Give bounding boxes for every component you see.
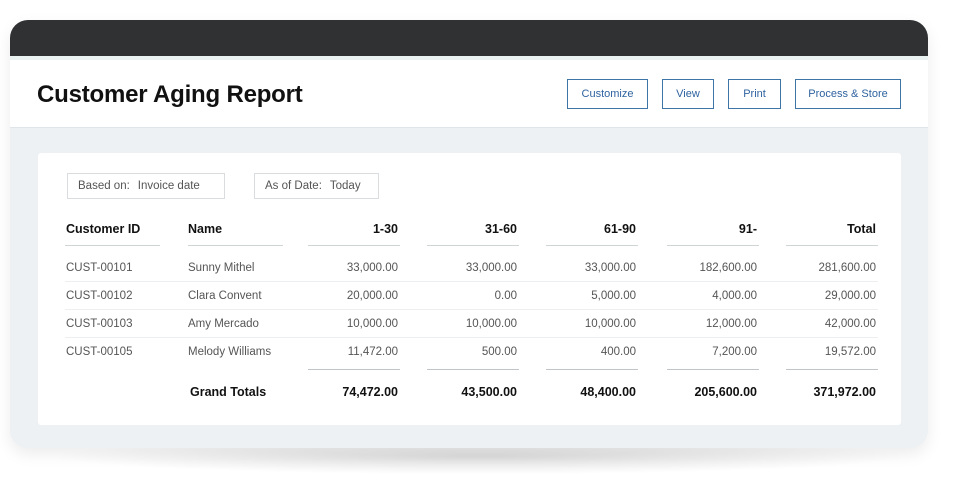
table-cell-31-60: 33,000.00 <box>465 262 517 274</box>
totals-divider <box>786 369 878 370</box>
header-underline <box>65 245 160 246</box>
as-of-date-filter[interactable]: As of Date: Today <box>254 173 379 199</box>
table-cell-customer-id: CUST-00103 <box>66 318 133 330</box>
based-on-filter[interactable]: Based on: Invoice date <box>67 173 225 199</box>
table-cell-total: 42,000.00 <box>824 318 876 330</box>
table-cell-1-30: 10,000.00 <box>346 318 398 330</box>
row-divider <box>65 337 878 338</box>
as-of-date-label: As of Date: <box>265 180 322 192</box>
table-cell-31-60: 0.00 <box>494 290 517 302</box>
table-cell-total: 281,600.00 <box>818 262 876 274</box>
table-cell-name: Amy Mercado <box>188 318 259 330</box>
totals-divider <box>667 369 759 370</box>
totals-divider <box>546 369 638 370</box>
table-cell-91-plus: 12,000.00 <box>705 318 757 330</box>
grand-totals-label: Grand Totals <box>190 385 267 399</box>
table-cell-31-60: 500.00 <box>481 346 517 358</box>
header-underline <box>546 245 638 246</box>
column-header-91-plus[interactable]: 91- <box>738 222 757 236</box>
totals-divider <box>308 369 400 370</box>
table-cell-1-30: 11,472.00 <box>347 346 398 358</box>
table-cell-91-plus: 182,600.00 <box>699 262 757 274</box>
header-underline <box>427 245 519 246</box>
table-cell-31-60: 10,000.00 <box>465 318 517 330</box>
header-underline <box>308 245 400 246</box>
table-cell-1-30: 33,000.00 <box>346 262 398 274</box>
report-header: Customer Aging Report Customize View Pri… <box>10 56 928 128</box>
table-cell-61-90: 10,000.00 <box>584 318 636 330</box>
header-underline <box>667 245 759 246</box>
table-cell-customer-id: CUST-00105 <box>66 346 133 358</box>
based-on-value: Invoice date <box>137 180 200 192</box>
window-titlebar <box>10 20 928 56</box>
column-header-name[interactable]: Name <box>188 222 223 236</box>
table-cell-customer-id: CUST-00102 <box>66 290 133 302</box>
grand-total-61-90: 48,400.00 <box>580 385 636 399</box>
column-header-1-30[interactable]: 1-30 <box>372 222 398 236</box>
table-cell-1-30: 20,000.00 <box>346 290 398 302</box>
table-cell-61-90: 5,000.00 <box>591 290 636 302</box>
table-cell-61-90: 33,000.00 <box>584 262 636 274</box>
table-cell-name: Sunny Mithel <box>188 262 255 274</box>
grand-total-1-30: 74,472.00 <box>342 385 398 399</box>
totals-divider <box>427 369 519 370</box>
grand-total-31-60: 43,500.00 <box>461 385 517 399</box>
table-cell-total: 29,000.00 <box>824 290 876 302</box>
grand-total-91-plus: 205,600.00 <box>694 385 757 399</box>
header-underline <box>188 245 283 246</box>
as-of-date-value: Today <box>329 180 361 192</box>
table-cell-name: Melody Williams <box>188 346 272 358</box>
table-cell-61-90: 400.00 <box>600 346 636 358</box>
based-on-label: Based on: <box>78 180 130 192</box>
row-divider <box>65 309 878 310</box>
column-header-31-60[interactable]: 31-60 <box>485 222 517 236</box>
process-store-button[interactable]: Process & Store <box>795 79 901 109</box>
table-cell-91-plus: 4,000.00 <box>712 290 757 302</box>
table-cell-customer-id: CUST-00101 <box>66 262 133 274</box>
column-header-61-90[interactable]: 61-90 <box>604 222 636 236</box>
column-header-total[interactable]: Total <box>847 222 876 236</box>
print-button[interactable]: Print <box>728 79 781 109</box>
grand-total-total: 371,972.00 <box>813 385 876 399</box>
view-button[interactable]: View <box>662 79 714 109</box>
table-cell-name: Clara Convent <box>188 290 262 302</box>
table-cell-91-plus: 7,200.00 <box>712 346 757 358</box>
header-underline <box>786 245 878 246</box>
row-divider <box>65 281 878 282</box>
column-header-customer-id[interactable]: Customer ID <box>66 222 141 236</box>
customize-button[interactable]: Customize <box>567 79 648 109</box>
page-title: Customer Aging Report <box>37 81 303 108</box>
report-panel: Based on: Invoice date As of Date: Today… <box>38 153 901 425</box>
table-cell-total: 19,572.00 <box>824 346 876 358</box>
report-window: Customer Aging Report Customize View Pri… <box>10 20 928 448</box>
